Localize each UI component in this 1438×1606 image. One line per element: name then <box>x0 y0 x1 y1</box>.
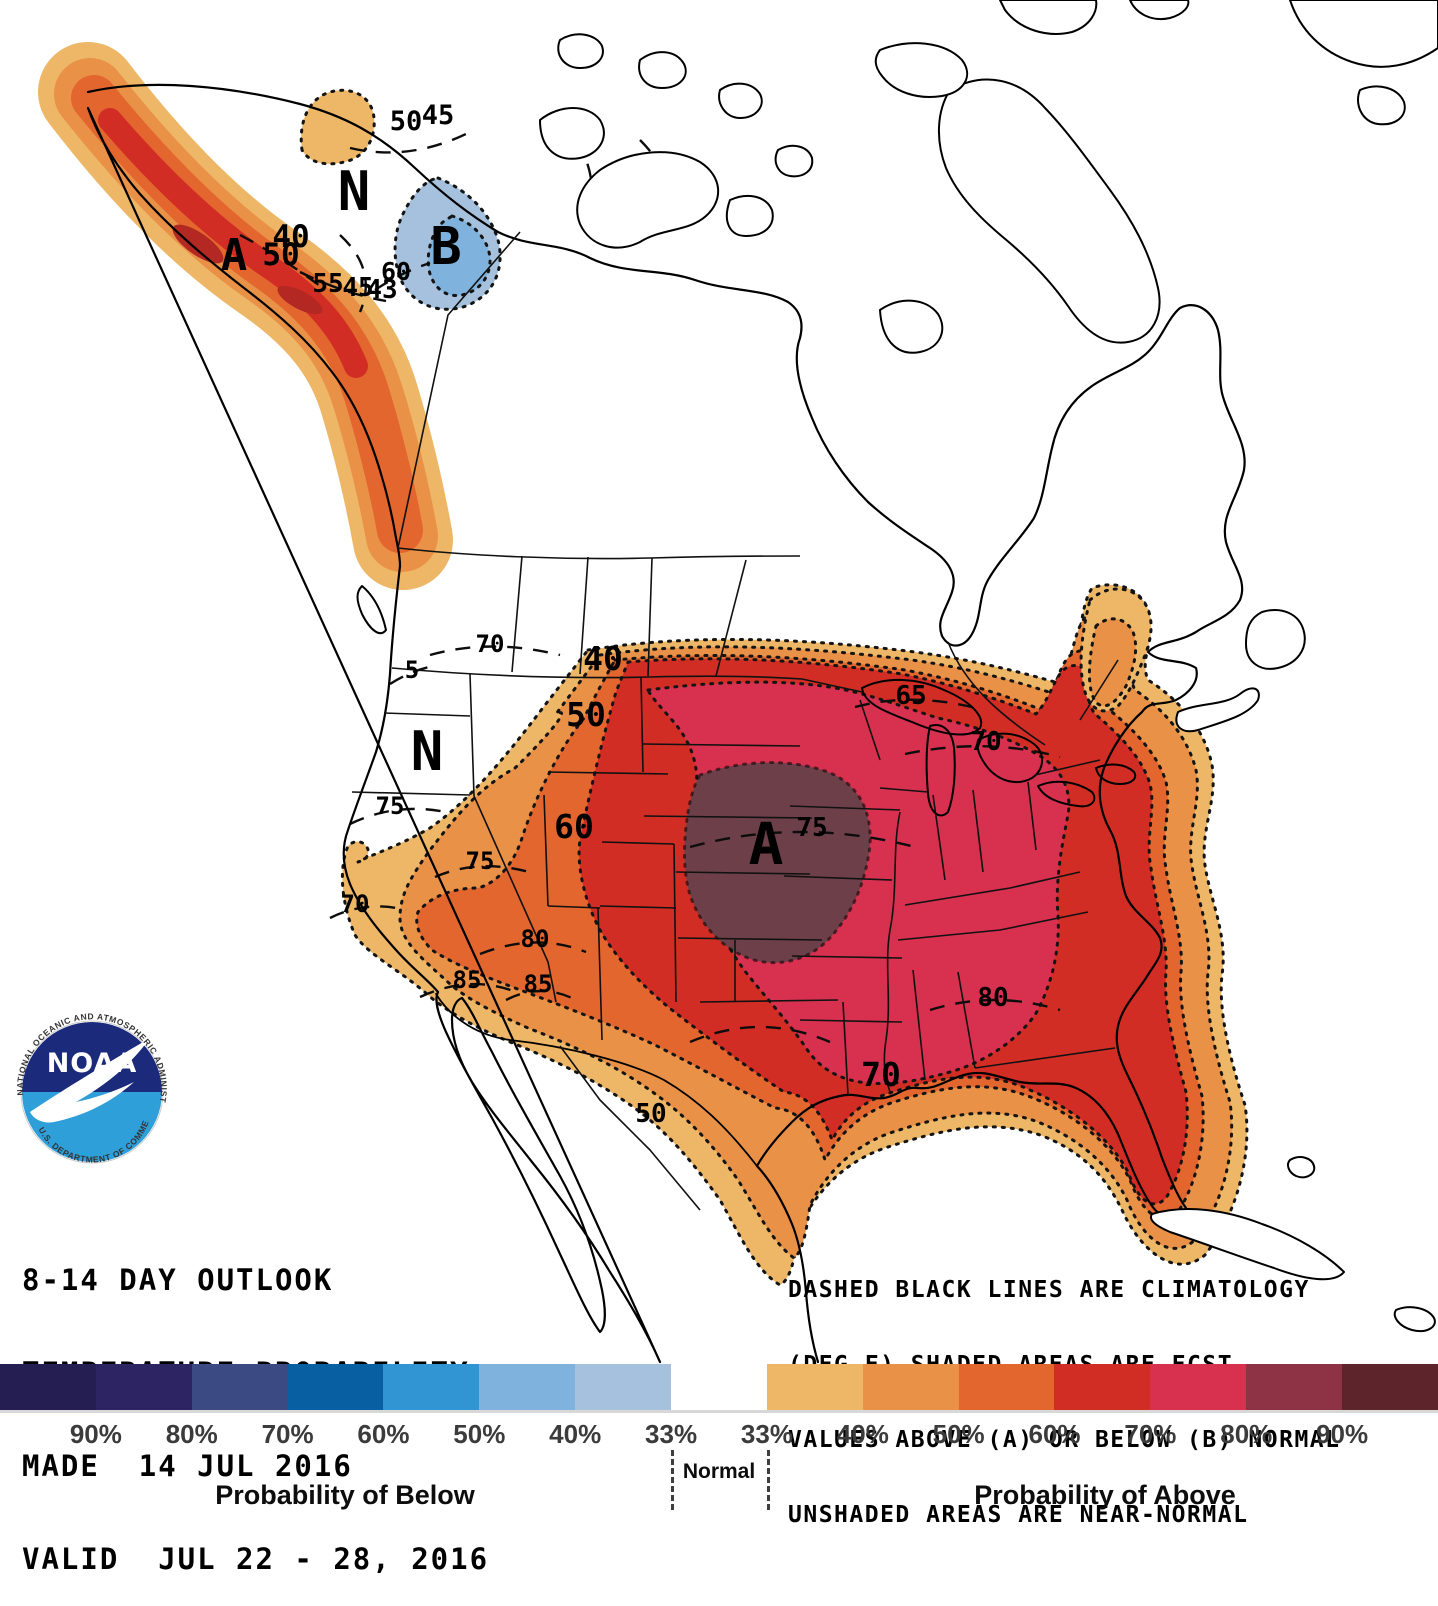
title-line-outlook: 8-14 DAY OUTLOOK <box>22 1265 489 1296</box>
legend-tick-label: 40% <box>837 1419 889 1450</box>
map-contour-label: 5 <box>405 656 419 684</box>
legend-tick-label: 90% <box>1316 1419 1368 1450</box>
legend-segment <box>1246 1364 1342 1410</box>
map-contour-label: 40 <box>583 639 623 678</box>
map-region-label: N <box>338 160 371 223</box>
legend-segment <box>959 1364 1055 1410</box>
legend-bar <box>0 1364 1438 1410</box>
map-contour-label: 45 <box>422 100 455 131</box>
legend-tick-label: 90% <box>70 1419 122 1450</box>
legend-tick-label: 33% <box>645 1419 697 1450</box>
legend-segment <box>479 1364 575 1410</box>
legend-segment <box>288 1364 384 1410</box>
legend-segment <box>671 1364 767 1410</box>
normal-separator-left <box>671 1450 674 1510</box>
map-contour-label: 70 <box>476 630 505 658</box>
map-contour-label: 70 <box>970 727 1001 757</box>
map-region-label: N <box>411 720 444 783</box>
banks-island <box>540 108 604 159</box>
devon-island <box>876 43 967 97</box>
legend-segment <box>767 1364 863 1410</box>
map-contour-label: 70 <box>861 1055 901 1094</box>
map-contour-label: 80 <box>521 925 550 953</box>
map-contour-label: 55 <box>312 269 343 299</box>
legend-segment <box>383 1364 479 1410</box>
map-region-label: A <box>221 230 248 281</box>
outlook-page: { "palette": { "below": ["#251e52", "#2d… <box>0 0 1438 1520</box>
map-contour-label: 43 <box>366 275 397 305</box>
newfoundland <box>1246 610 1305 669</box>
info-line-1: DASHED BLACK LINES ARE CLIMATOLOGY <box>788 1278 1341 1303</box>
legend-tick-label: 60% <box>357 1419 409 1450</box>
map-contour-label: 70 <box>341 890 370 918</box>
legend-tick-label: 70% <box>262 1419 314 1450</box>
vancouver-island <box>358 586 387 633</box>
greenland-corner <box>1290 0 1438 67</box>
map-region-label: B <box>430 217 461 277</box>
map-contour-label: 80 <box>977 983 1008 1013</box>
legend-segment <box>0 1364 96 1410</box>
map-contour-label: 75 <box>466 847 495 875</box>
legend-caption-above: Probability of Above <box>974 1480 1236 1511</box>
legend-segment <box>1342 1364 1438 1410</box>
baffin-island <box>939 80 1160 343</box>
legend-tick-label: 50% <box>933 1419 985 1450</box>
legend-segment <box>1150 1364 1246 1410</box>
legend-caption-normal: Normal <box>683 1460 755 1484</box>
legend-tick-label: 33% <box>741 1419 793 1450</box>
map-region-label: A <box>749 810 784 878</box>
legend-tick-label: 80% <box>166 1419 218 1450</box>
victoria-island <box>577 152 718 247</box>
legend-tick-label: 80% <box>1220 1419 1272 1450</box>
map-contour-label: 85 <box>453 966 482 994</box>
map-contour-label: 50 <box>262 237 299 273</box>
noaa-logo-word: NOAA <box>47 1048 138 1079</box>
map-contour-label: 65 <box>895 681 926 711</box>
legend-tick-label: 40% <box>549 1419 601 1450</box>
map-contour-label: 75 <box>376 792 405 820</box>
legend-segment <box>192 1364 288 1410</box>
nova-scotia <box>1176 688 1258 731</box>
title-line-valid: VALID JUL 22 - 28, 2016 <box>22 1544 489 1575</box>
legend-segment <box>863 1364 959 1410</box>
map-contour-label: 50 <box>635 1099 666 1129</box>
southampton-island <box>880 301 942 353</box>
legend-tick-label: 50% <box>453 1419 505 1450</box>
map-contour-label: 50 <box>566 695 606 734</box>
map-contour-label: 50 <box>390 106 423 137</box>
legend-caption-below: Probability of Below <box>215 1480 475 1511</box>
legend-ticks: 90% 80% 70% 60% 50% 40% 33% 33% 40% 50% 60% 70% 80% 9… <box>0 1413 1438 1449</box>
legend-segment <box>1054 1364 1150 1410</box>
map-contour-label: 85 <box>524 970 553 998</box>
legend-tick-label: 70% <box>1124 1419 1176 1450</box>
north-america-map-svg: 5045604050554543705757570808585405060657… <box>0 0 1438 1364</box>
legend-segment <box>575 1364 671 1410</box>
map-contour-label: 75 <box>796 813 827 843</box>
map-contour-label: 60 <box>554 807 594 846</box>
legend-tick-label: 60% <box>1029 1419 1081 1450</box>
legend-segment <box>96 1364 192 1410</box>
normal-separator-right <box>767 1450 770 1510</box>
canada-tan-patch <box>301 90 374 164</box>
